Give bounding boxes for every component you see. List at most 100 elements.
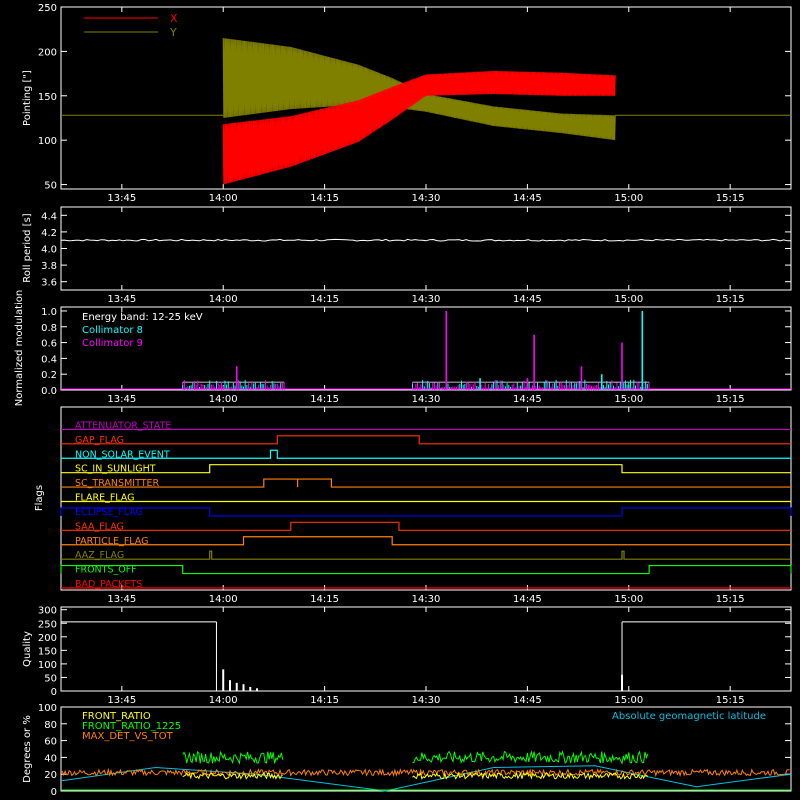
x-tick-label: 14:00 xyxy=(209,394,238,405)
flags-x-ticks: 13:45 14:00 14:15 14:30 14:45 15:00 15:15 xyxy=(107,407,745,605)
y-tick-label: 250 xyxy=(38,3,57,14)
x-tick-label: 14:00 xyxy=(209,594,238,605)
ratios-axes-frame xyxy=(60,706,792,792)
legend-collimator-8: Collimator 8 xyxy=(82,325,143,336)
x-tick-label: 14:30 xyxy=(412,294,441,305)
y-tick-label: 0 xyxy=(51,687,57,698)
quality-panel: Quality 0 50 100 150 200 250 300 13:45 14:00 14:… xyxy=(22,606,792,706)
flag-label: ECLIPSE_FLAG xyxy=(75,507,143,518)
x-tick-label: 13:45 xyxy=(107,394,136,405)
flag-label: NON_SOLAR_EVENT xyxy=(75,449,170,460)
y-tick-label: 4.0 xyxy=(41,245,57,256)
modulation-x-ticks: 13:45 14:00 14:15 14:30 14:45 15:00 15:15 xyxy=(107,307,745,405)
geomagnetic-latitude-line xyxy=(60,765,792,792)
y-tick-label: 300 xyxy=(38,606,57,617)
y-tick-label: 0.4 xyxy=(41,354,57,365)
flag-line-particle-flag xyxy=(61,536,791,546)
y-tick-label: 0 xyxy=(51,787,57,798)
y-tick-label: 150 xyxy=(38,646,57,657)
legend-geomagnetic-latitude: Absolute geomagnetic latitude xyxy=(612,711,766,722)
y-tick-label: 4.4 xyxy=(41,211,57,222)
roll-ylabel: Roll period [s] xyxy=(22,213,33,282)
x-tick-label: 15:15 xyxy=(716,594,745,605)
flags-ylabel: Flags xyxy=(34,485,45,511)
y-tick-label: 80 xyxy=(44,720,57,731)
pointing-series-x xyxy=(222,70,616,185)
ratios-ylabel: Degrees or % xyxy=(22,715,33,783)
x-tick-label: 14:15 xyxy=(310,394,339,405)
x-tick-label: 15:15 xyxy=(716,394,745,405)
flag-label: SC_TRANSMITTER xyxy=(75,478,160,489)
x-tick-label: 14:45 xyxy=(513,394,542,405)
y-tick-label: 150 xyxy=(38,92,57,103)
x-tick-label: 14:30 xyxy=(412,594,441,605)
y-tick-label: 3.6 xyxy=(41,278,57,289)
ratios-panel: Degrees or % 0 20 40 60 80 100 FRONT_RATIO FR… xyxy=(22,703,792,798)
y-tick-label: 60 xyxy=(44,737,57,748)
flag-label: FRONTS_OFF xyxy=(75,565,137,576)
modulation-y-ticks: 0.0 0.2 0.4 0.6 0.8 1.0 xyxy=(41,307,791,397)
flag-label: GAP_FLAG xyxy=(75,435,124,446)
x-tick-label: 13:45 xyxy=(107,294,136,305)
y-tick-label: 200 xyxy=(38,47,57,58)
legend-label-x: X xyxy=(170,12,178,25)
legend-front-ratio: FRONT_RATIO xyxy=(82,711,151,722)
y-tick-label: 100 xyxy=(38,660,57,671)
x-tick-label: 14:00 xyxy=(209,294,238,305)
pointing-ylabel: Pointing ["] xyxy=(22,70,33,126)
x-tick-label: 13:45 xyxy=(107,695,136,706)
pointing-x-ticks: 13:45 14:00 14:15 14:30 14:45 15:00 15:15 xyxy=(107,7,745,204)
flag-line-fronts-off xyxy=(60,564,792,575)
y-tick-label: 50 xyxy=(44,673,57,684)
flags-panel: Flags 13:45 14:00 14:15 14:30 14:45 15:00 15:1… xyxy=(34,406,792,605)
legend-label-y: Y xyxy=(169,26,177,39)
x-tick-label: 15:15 xyxy=(716,294,745,305)
flag-line-eclipse-flag xyxy=(60,507,792,517)
y-tick-label: 100 xyxy=(38,136,57,147)
ratio-series-front-ratio-1225 xyxy=(412,750,649,765)
y-tick-label: 3.8 xyxy=(41,261,57,272)
ratio-series-front-ratio xyxy=(412,771,649,781)
ratios-marks xyxy=(60,750,792,792)
x-tick-label: 14:30 xyxy=(412,695,441,706)
x-tick-label: 14:45 xyxy=(513,294,542,305)
y-tick-label: 4.2 xyxy=(41,228,57,239)
flag-label: SC_IN_SUNLIGHT xyxy=(75,464,156,475)
x-tick-label: 15:00 xyxy=(614,594,643,605)
x-tick-label: 14:00 xyxy=(209,695,238,706)
x-tick-label: 14:30 xyxy=(412,394,441,405)
flag-line-saa-flag xyxy=(61,521,791,531)
modulation-ylabel: Normalized modulation xyxy=(14,290,25,407)
flag-label: AAZ_FLAG xyxy=(75,550,124,561)
flag-label: SAA_FLAG xyxy=(75,521,124,532)
roll-period-panel: Roll period [s] 3.6 3.8 4.0 4.2 4.4 13:45 14:… xyxy=(22,206,792,305)
x-tick-label: 15:15 xyxy=(716,193,745,204)
modulation-marks xyxy=(61,310,791,390)
y-tick-label: 0.2 xyxy=(41,370,57,381)
ratio-series-front-ratio xyxy=(182,772,284,780)
flags-axes-frame xyxy=(60,406,792,591)
x-tick-label: 14:15 xyxy=(310,294,339,305)
x-tick-label: 15:00 xyxy=(614,394,643,405)
flag-line-sc-transmitter xyxy=(61,478,791,488)
y-tick-label: 250 xyxy=(38,619,57,630)
quality-ylabel: Quality xyxy=(22,631,33,667)
x-tick-label: 14:45 xyxy=(513,193,542,204)
x-tick-label: 14:30 xyxy=(412,193,441,204)
x-tick-label: 15:00 xyxy=(614,193,643,204)
legend-front-ratio-1225: FRONT_RATIO_1225 xyxy=(82,721,181,732)
y-tick-label: 200 xyxy=(38,633,57,644)
pointing-y-ticks: 50 100 150 200 250 xyxy=(38,3,791,192)
y-tick-label: 0.6 xyxy=(41,339,57,350)
x-tick-label: 13:45 xyxy=(107,594,136,605)
quality-x-ticks: 13:45 14:00 14:15 14:30 14:45 15:00 15:15 xyxy=(107,607,745,706)
x-tick-label: 15:00 xyxy=(614,294,643,305)
flag-line-aaz-flag xyxy=(61,550,791,560)
flag-line-sc-in-sunlight xyxy=(61,464,791,474)
flag-line-non-solar-event xyxy=(61,449,791,459)
x-tick-label: 14:15 xyxy=(310,695,339,706)
x-tick-label: 14:00 xyxy=(209,193,238,204)
flag-label: ATTENUATOR_STATE xyxy=(75,420,171,431)
flag-label: BAD_PACKETS xyxy=(75,579,142,590)
